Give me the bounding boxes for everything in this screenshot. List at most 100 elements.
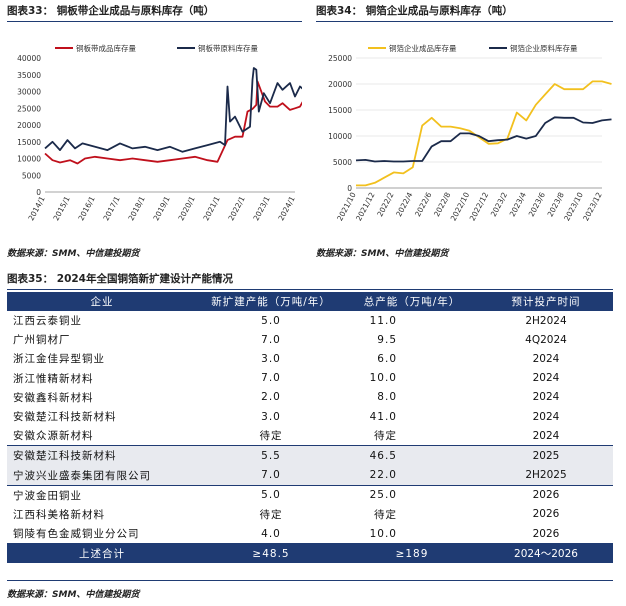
cell-start-time: 4Q2024 (525, 333, 567, 346)
y-tick-label: 20000 (328, 80, 352, 89)
fig33-legend-label-2: 铜板带原料库存量 (198, 43, 258, 53)
y-tick-label: 10000 (328, 132, 352, 141)
cell-new-capacity: 5.0 (261, 314, 281, 327)
cell-total-capacity: 9.5 (377, 333, 397, 346)
header-total-capacity: 总产能（万吨/年） (345, 292, 479, 311)
cell-start-time: 2026 (532, 527, 560, 540)
cell-total-capacity: 10.0 (369, 372, 397, 385)
header-new-capacity: 新扩建产能（万吨/年） (197, 292, 345, 311)
cell-company: 安徽楚江科技新材料 (13, 411, 117, 424)
cell-start-time: 2024 (532, 410, 560, 423)
header-start-time: 预计投产时间 (479, 292, 613, 311)
cell-total-capacity: 25.0 (345, 484, 479, 505)
fig33-legend-label-1: 铜板带成品库存量 (76, 43, 136, 53)
y-tick-label: 5000 (22, 171, 41, 180)
y-tick-label: 25000 (328, 54, 352, 63)
table-row: 安徽鑫科新材料 2.0 8.0 2024 (7, 388, 613, 407)
table-bottom-rule (7, 580, 613, 581)
y-tick-label: 20000 (17, 121, 41, 130)
table-row: 安徽众源新材料 待定 待定 2024 (7, 426, 613, 446)
cell-new-capacity: 7.0 (197, 465, 345, 486)
x-tick-label: 2018/1 (126, 195, 146, 223)
y-tick-label: 5000 (333, 158, 352, 167)
cell-start-time: 2024 (532, 352, 560, 365)
y-tick-label: 0 (36, 188, 41, 197)
x-tick-label: 2024/1 (276, 195, 296, 223)
total-time: 2024～2026 (479, 543, 613, 564)
fig34-series-line-2 (355, 116, 612, 163)
cell-total-capacity: 41.0 (369, 410, 397, 423)
cell-start-time: 2H2024 (525, 314, 567, 327)
fig33-title: 图表33： 铜板带企业成品与原料库存（吨） (7, 3, 302, 22)
table-row: 浙江金佳异型铜业 3.0 6.0 2024 (7, 349, 613, 368)
cell-start-time: 2H2025 (479, 465, 613, 486)
y-tick-label: 30000 (17, 88, 41, 97)
cell-new-capacity: 待定 (259, 508, 283, 521)
cell-total-capacity: 22.0 (345, 465, 479, 486)
x-tick-label: 2022/4 (394, 191, 414, 219)
y-tick-label: 15000 (328, 106, 352, 115)
fig33-chart: 0 5000 10000 15000 20000 25000 30000 35000 40000… (17, 43, 302, 223)
cell-new-capacity: 3.0 (261, 352, 281, 365)
cell-new-capacity: 5.5 (197, 445, 345, 466)
x-tick-label: 2022/2 (375, 191, 395, 219)
y-tick-label: 25000 (17, 104, 41, 113)
x-tick-label: 2015/1 (51, 195, 71, 223)
cell-start-time: 2025 (479, 445, 613, 466)
cell-total-capacity: 8.0 (377, 391, 397, 404)
x-tick-label: 2016/1 (76, 195, 96, 223)
cell-total-capacity: 11.0 (369, 314, 397, 327)
table-total-row: 上述合计 ≥48.5 ≥189 2024～2026 (7, 543, 613, 564)
cell-new-capacity: 4.0 (261, 527, 281, 540)
y-tick-label: 40000 (17, 54, 41, 63)
cell-new-capacity: 7.0 (261, 333, 281, 346)
x-tick-label: 2023/1 (251, 195, 271, 223)
cell-total-capacity: 6.0 (377, 352, 397, 365)
fig34-chart: 05000100001500020000250002021/102021/122… (328, 43, 612, 222)
fig34-title: 图表34： 铜箔企业成品与原料库存（吨） (316, 3, 613, 22)
cell-new-capacity: 2.0 (261, 391, 281, 404)
capacity-table-body: 江西云泰铜业 5.0 11.0 2H2024 广州铜材厂 7.0 9.5 4Q2024 浙江金佳… (7, 311, 613, 564)
header-company: 企业 (7, 292, 197, 311)
y-tick-label: 0 (347, 184, 352, 193)
x-tick-label: 2017/1 (101, 195, 121, 223)
cell-total-capacity: 46.5 (345, 445, 479, 466)
cell-new-capacity: 3.0 (261, 410, 281, 423)
cell-new-capacity: 7.0 (261, 372, 281, 385)
fig33-series-line-2 (44, 67, 302, 153)
cell-total-capacity: 待定 (374, 508, 397, 521)
fig33-series-line-1 (44, 80, 302, 165)
table-row: 江西云泰铜业 5.0 11.0 2H2024 (7, 311, 613, 330)
fig34-source: 数据来源：SMM、中信建投期货 (316, 249, 449, 259)
y-tick-label: 35000 (17, 71, 41, 80)
x-tick-label: 2022/8 (432, 191, 452, 219)
fig33-source: 数据来源：SMM、中信建投期货 (7, 249, 140, 259)
cell-company: 安徽鑫科新材料 (13, 391, 94, 404)
capacity-table: 企业 新扩建产能（万吨/年） 总产能（万吨/年） 预计投产时间 江西云泰铜业 5.… (7, 292, 613, 564)
fig35-source: 数据来源：SMM、中信建投期货 (7, 590, 140, 600)
x-tick-label: 2023/2 (489, 191, 509, 219)
total-new_cap: ≥48.5 (197, 543, 345, 564)
cell-new-capacity: 待定 (259, 430, 283, 443)
cell-total-capacity: 10.0 (369, 527, 397, 540)
cell-start-time: 2024 (532, 429, 560, 442)
fig34-legend-label-1: 铜箔企业成品库存量 (389, 43, 457, 53)
x-tick-label: 2020/1 (176, 195, 196, 223)
table-row: 宁波兴业盛泰集团有限公司 7.0 22.0 2H2025 (7, 465, 613, 486)
total-label: 上述合计 (7, 543, 197, 564)
x-tick-label: 2023/4 (508, 191, 528, 219)
cell-start-time: 2026 (479, 484, 613, 505)
x-tick-label: 2021/1 (201, 195, 221, 223)
cell-company: 浙江金佳异型铜业 (13, 353, 105, 366)
x-tick-label: 2023/6 (527, 191, 547, 219)
table-row: 浙江惟精新材料 7.0 10.0 2024 (7, 369, 613, 388)
x-tick-label: 2022/6 (413, 191, 433, 219)
x-tick-label: 2019/1 (151, 195, 171, 223)
fig34-series-line-1 (356, 80, 612, 187)
x-tick-label: 2014/1 (26, 195, 46, 223)
total-total_cap: ≥189 (345, 543, 479, 564)
cell-company: 铜陵有色金威铜业分公司 (13, 528, 140, 541)
cell-company: 浙江惟精新材料 (13, 372, 94, 385)
y-tick-label: 15000 (17, 138, 41, 147)
fig35-title: 图表35： 2024年全国铜箔新扩建设计产能情况 (7, 271, 613, 290)
